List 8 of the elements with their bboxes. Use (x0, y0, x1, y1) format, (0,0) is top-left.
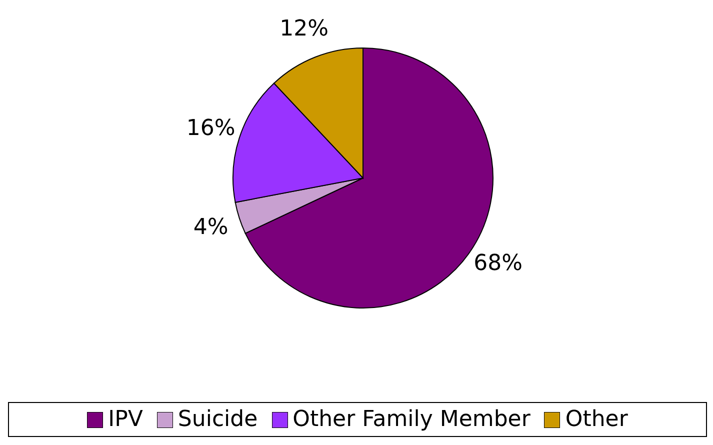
data-label: 16% (186, 116, 236, 142)
legend-label: Suicide (176, 407, 258, 432)
data-label: 4% (193, 214, 228, 240)
legend-label: IPV (107, 407, 143, 432)
data-label: 12% (280, 16, 329, 42)
legend-label: Other (564, 407, 628, 432)
legend-label: Other Family Member (292, 407, 530, 432)
data-label: 68% (474, 251, 523, 276)
